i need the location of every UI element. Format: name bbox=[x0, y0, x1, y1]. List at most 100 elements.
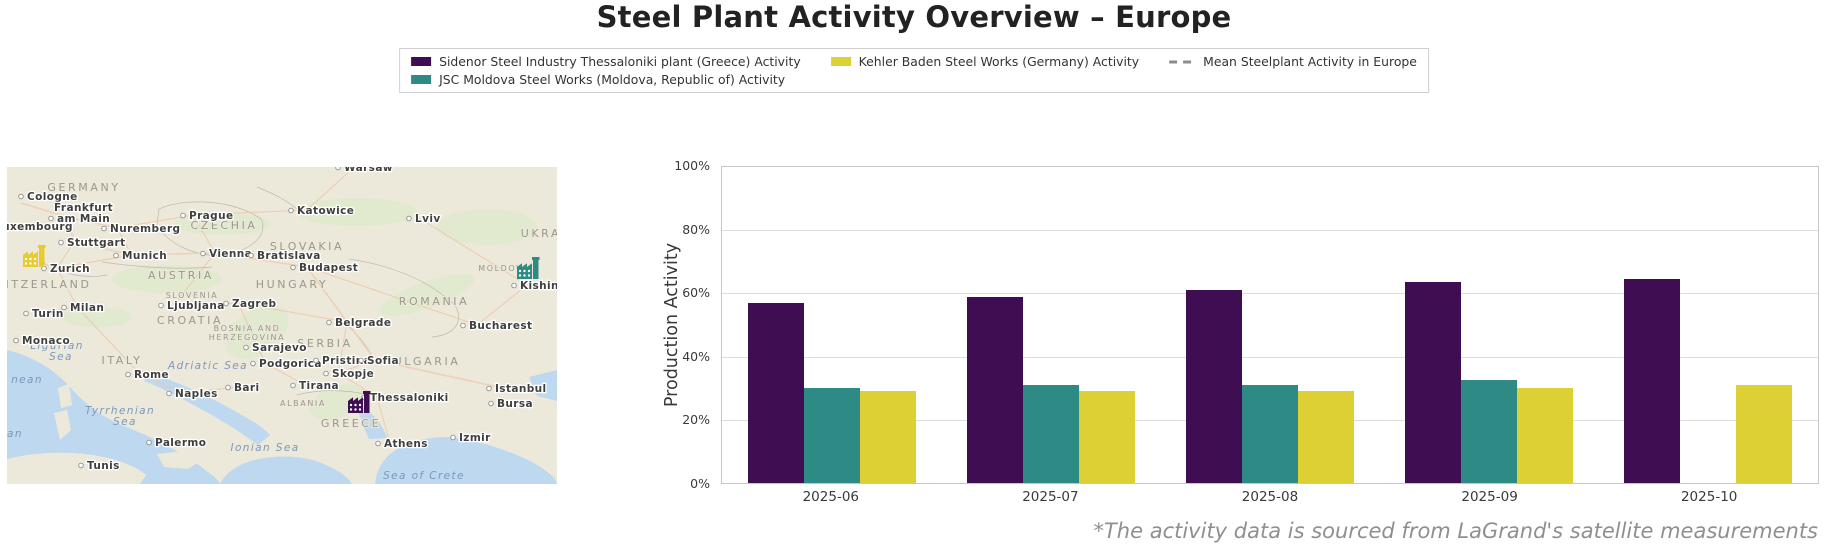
legend-item-sidenor: Sidenor Steel Industry Thessaloniki plan… bbox=[411, 54, 801, 69]
sea-area bbox=[144, 373, 270, 445]
bar-group-2025-09 bbox=[1380, 167, 1599, 483]
city-dot bbox=[180, 212, 186, 219]
y-tick-0: 0% bbox=[690, 476, 710, 491]
legend-item-jsc-moldova: JSC Moldova Steel Works (Moldova, Republ… bbox=[411, 72, 801, 87]
city-dot bbox=[166, 390, 172, 397]
country-border bbox=[41, 261, 108, 277]
y-tick-60: 60% bbox=[682, 285, 710, 301]
city-dot bbox=[125, 371, 131, 378]
city-label: Palermo bbox=[155, 437, 206, 449]
city-dot bbox=[58, 239, 64, 246]
city-dot bbox=[326, 319, 332, 326]
city-dot bbox=[23, 310, 29, 317]
x-tick-2025-10: 2025-10 bbox=[1680, 489, 1738, 505]
legend-label: JSC Moldova Steel Works (Moldova, Republ… bbox=[439, 72, 786, 87]
sea-area bbox=[220, 456, 352, 484]
city-label: Tunis bbox=[87, 460, 120, 472]
road-line bbox=[56, 241, 75, 269]
road-line bbox=[116, 227, 133, 256]
city-dot bbox=[223, 300, 229, 307]
country-label: ROMANIA bbox=[399, 295, 470, 308]
land-area bbox=[58, 384, 72, 408]
road-line bbox=[192, 214, 216, 254]
page-title: Steel Plant Activity Overview – Europe bbox=[596, 0, 1232, 34]
city-dot bbox=[78, 462, 84, 469]
city-label: Warsaw bbox=[344, 167, 393, 174]
sea-label: Adriatic Sea bbox=[167, 360, 248, 372]
factory-window bbox=[29, 257, 32, 261]
sea-label: Ionian Sea bbox=[230, 442, 299, 454]
legend-label: Mean Steelplant Activity in Europe bbox=[1203, 54, 1417, 69]
city-dot bbox=[13, 337, 19, 344]
gridline-80 bbox=[722, 230, 1818, 232]
europe-map[interactable]: Ligurian Sea Adriatic Sea Tyrrhenian Sea Ioni… bbox=[7, 167, 557, 484]
country-border bbox=[156, 201, 264, 256]
country-label: ITALY bbox=[101, 354, 142, 367]
plant-marker-kehler-baden-steel-works-germany[interactable] bbox=[23, 245, 46, 267]
chart-legend: Sidenor Steel Industry Thessaloniki plan… bbox=[399, 48, 1429, 93]
city-dot bbox=[18, 193, 24, 200]
country-label: UKRAINE bbox=[521, 227, 557, 240]
city-label: Prague bbox=[189, 210, 233, 222]
factory-window bbox=[518, 274, 522, 277]
city-label: Vienna bbox=[209, 248, 252, 260]
city-dot bbox=[323, 370, 329, 377]
bar-group-2025-08 bbox=[1160, 167, 1379, 483]
city-label: Nuremberg bbox=[110, 223, 180, 235]
bar-series1-2025-07 bbox=[966, 296, 1023, 483]
bar-series3-2025-08 bbox=[1298, 391, 1354, 483]
terrain-patch bbox=[112, 265, 222, 293]
road-line bbox=[337, 321, 391, 444]
city-label: Sarajevo bbox=[252, 342, 307, 354]
sea-label: an bbox=[7, 428, 23, 440]
road-line bbox=[418, 217, 528, 286]
city-dot bbox=[113, 252, 119, 259]
factory-window bbox=[354, 403, 357, 407]
factory-window bbox=[33, 262, 37, 265]
city-dot bbox=[511, 282, 517, 289]
bar-series2-2025-08 bbox=[1242, 385, 1298, 483]
city-dot bbox=[225, 384, 231, 391]
city-label: Podgorica bbox=[259, 358, 322, 370]
bar-series1-2025-08 bbox=[1186, 290, 1242, 483]
city-label: Luxembourg bbox=[7, 221, 73, 233]
country-label: CROATIA bbox=[157, 314, 223, 327]
city-label: Cologne bbox=[27, 191, 78, 203]
road-line bbox=[337, 359, 376, 374]
sea-area bbox=[529, 370, 557, 401]
factory-window bbox=[24, 262, 28, 265]
city-label: Thessaloniki bbox=[370, 392, 449, 404]
city-dot bbox=[200, 250, 206, 257]
city-dot bbox=[488, 400, 494, 407]
country-border bbox=[101, 261, 213, 269]
sea-label: Sea bbox=[49, 351, 73, 363]
factory-window bbox=[349, 408, 353, 411]
city-label: am Main bbox=[57, 213, 110, 225]
factory-window bbox=[527, 274, 531, 277]
factory-window bbox=[358, 403, 362, 407]
city-dot bbox=[460, 322, 466, 329]
road-line bbox=[306, 266, 528, 326]
city-label: Pristina bbox=[322, 355, 371, 367]
x-tick-2025-08: 2025-08 bbox=[1241, 489, 1299, 505]
city-dot bbox=[146, 439, 152, 446]
city-dot bbox=[61, 304, 67, 311]
plant-marker-sidenor-thessaloniki-greece[interactable] bbox=[348, 391, 371, 413]
plant-marker-jsc-moldova-steel-works-moldova[interactable] bbox=[517, 257, 540, 279]
bar-group-2025-10 bbox=[1599, 167, 1818, 483]
city-dot bbox=[290, 382, 296, 389]
country-label: HERZEGOVINA bbox=[209, 333, 285, 342]
sea-label: Sea of Crete bbox=[383, 470, 465, 482]
country-border bbox=[348, 258, 459, 338]
city-dot bbox=[290, 264, 296, 271]
city-label: Monaco bbox=[22, 335, 70, 347]
x-tick-2025-09: 2025-09 bbox=[1461, 489, 1518, 505]
terrain-patch bbox=[297, 198, 417, 226]
bar-series2-2025-07 bbox=[1022, 385, 1079, 483]
y-tick-80: 80% bbox=[682, 221, 710, 237]
bar-series1-2025-06 bbox=[747, 302, 804, 483]
city-label: Tirana bbox=[299, 380, 339, 392]
country-label: SLOVENIA bbox=[166, 291, 219, 300]
